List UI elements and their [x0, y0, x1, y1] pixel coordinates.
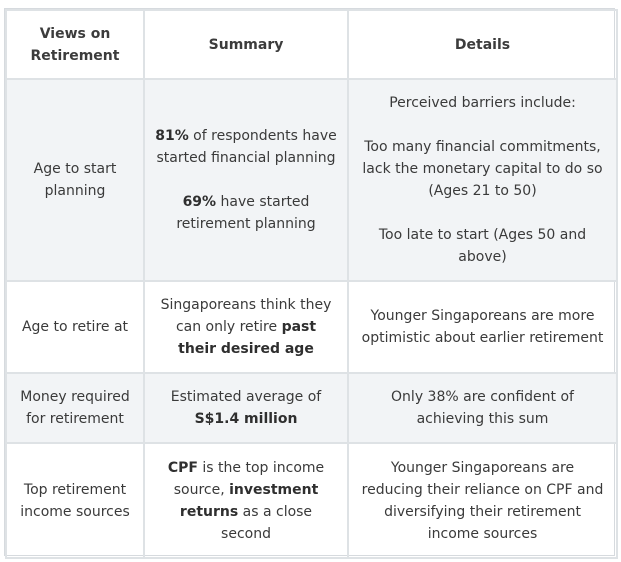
- details-cell: Younger Singaporeans are reducing their …: [347, 442, 618, 559]
- retirement-views-table: Views on Retirement Summary Details Age …: [5, 9, 618, 559]
- summary-text: Estimated average of: [170, 389, 322, 405]
- stat-highlight: 69%: [182, 194, 217, 210]
- details-cell: Younger Singaporeans are more optimistic…: [347, 280, 618, 374]
- details-cell: Perceived barriers include: Too many fin…: [347, 78, 618, 282]
- summary-text: is the top income source,: [173, 459, 325, 498]
- summary-text: Singaporeans think they can only retire: [160, 297, 332, 335]
- row-label: Top retirement income sources: [5, 442, 145, 559]
- table-row: Money required for retirement Estimated …: [5, 372, 618, 444]
- table-header-row: Views on Retirement Summary Details: [5, 9, 618, 80]
- row-label: Age to start planning: [5, 78, 145, 282]
- table-row: Age to retire at Singaporeans think they…: [5, 280, 618, 374]
- header-views-on-retirement: Views on Retirement: [5, 9, 145, 80]
- summary-cell: Estimated average of S$1.4 million: [143, 372, 349, 444]
- row-label: Age to retire at: [5, 280, 145, 374]
- summary-highlight: CPF: [167, 459, 198, 476]
- summary-text: as a close second: [221, 503, 313, 542]
- retirement-views-table-container: Views on Retirement Summary Details Age …: [4, 8, 618, 559]
- details-paragraph: Too many financial commitments, lack the…: [362, 139, 603, 199]
- header-details: Details: [347, 9, 618, 80]
- summary-cell: CPF is the top income source, investment…: [143, 442, 349, 559]
- summary-cell: 81% of respondents have started financia…: [143, 78, 349, 282]
- summary-highlight: investment returns: [179, 481, 319, 520]
- details-paragraph: Perceived barriers include:: [389, 95, 576, 111]
- summary-paragraph: 81% of respondents have started financia…: [155, 125, 337, 169]
- summary-text: have started retirement planning: [176, 194, 316, 232]
- details-paragraph: Too late to start (Ages 50 and above): [378, 227, 587, 265]
- summary-highlight: past their desired age: [178, 319, 317, 357]
- summary-highlight: S$1.4 million: [194, 411, 298, 427]
- table-row: Age to start planning 81% of respondents…: [5, 78, 618, 282]
- summary-paragraph: 69% have started retirement planning: [155, 191, 337, 235]
- summary-text: of respondents have started financial pl…: [156, 128, 337, 166]
- details-cell: Only 38% are confident of achieving this…: [347, 372, 618, 444]
- table-row: Top retirement income sources CPF is the…: [5, 442, 618, 559]
- header-summary: Summary: [143, 9, 349, 80]
- row-label: Money required for retirement: [5, 372, 145, 444]
- stat-highlight: 81%: [155, 128, 189, 144]
- summary-cell: Singaporeans think they can only retire …: [143, 280, 349, 374]
